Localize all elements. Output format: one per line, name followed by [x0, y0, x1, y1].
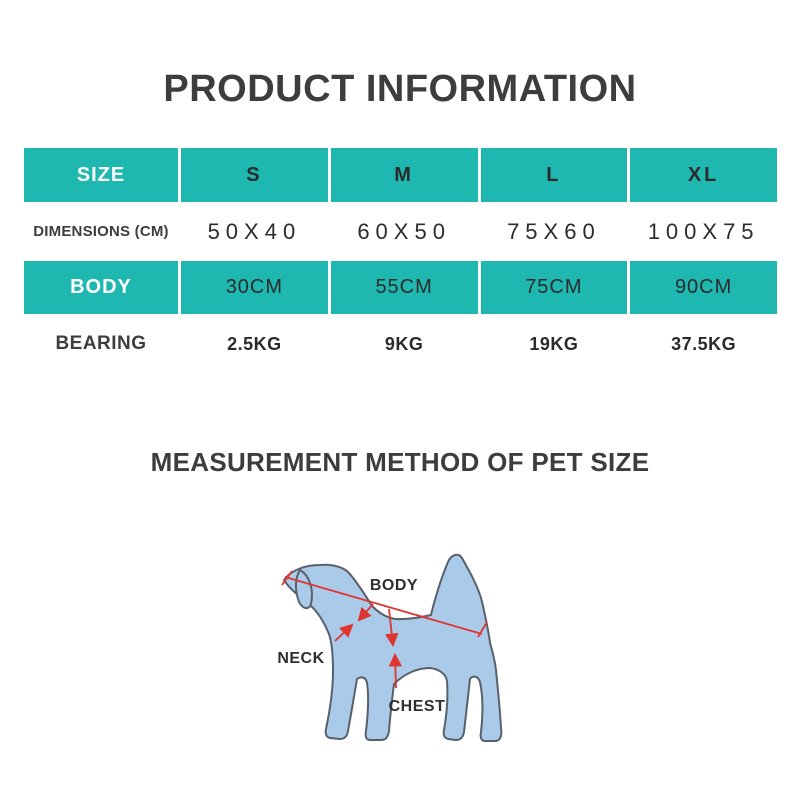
size-table: SIZE S M L XL DIMENSIONS (CM) 50X40 60X5…	[24, 148, 777, 374]
chest-arrow-top	[385, 608, 399, 648]
neck-arrow-lower	[334, 623, 354, 642]
dog-silhouette	[283, 553, 503, 742]
dimensions-value-xl: 100X75	[647, 218, 760, 244]
page-title: PRODUCT INFORMATION	[163, 68, 637, 110]
neck-label: NECK	[277, 650, 324, 667]
col-header-m: M	[330, 148, 478, 202]
neck-arrow-upper	[357, 603, 374, 622]
dimensions-value-l: 75X60	[507, 218, 601, 244]
col-header-s: S	[181, 148, 328, 202]
body-label: BODY	[370, 577, 418, 594]
bearing-value-s: 2.5KG	[227, 333, 282, 354]
bearing-value-l: 19KG	[529, 333, 579, 354]
dimensions-value-s: 50X40	[207, 218, 302, 244]
col-header-xl: XL	[630, 148, 777, 202]
body-tick-end	[477, 621, 488, 638]
bearing-value-xl: 37.5KG	[671, 333, 737, 354]
row-label-dimensions: DIMENSIONS (CM)	[33, 223, 169, 240]
bearing-value-m: 9KG	[384, 333, 424, 354]
row-label-body: BODY	[24, 261, 178, 314]
body-value-l: 75CM	[480, 261, 628, 314]
chest-arrow-bottom	[388, 652, 403, 689]
chest-label: CHEST	[389, 698, 446, 715]
measurement-section-title: MEASUREMENT METHOD OF PET SIZE	[150, 447, 650, 477]
row-label-bearing: BEARING	[55, 333, 147, 354]
body-tick-start	[281, 570, 293, 586]
col-header-l: L	[480, 148, 628, 202]
pet-measurement-diagram: BODY NECK CHEST	[277, 553, 503, 742]
dimensions-value-m: 60X50	[357, 218, 451, 244]
body-value-m: 55CM	[330, 261, 478, 314]
body-value-s: 30CM	[181, 261, 328, 314]
body-measurement-line	[284, 576, 483, 635]
body-value-xl: 90CM	[630, 261, 777, 314]
table-header-size: SIZE	[24, 148, 178, 202]
